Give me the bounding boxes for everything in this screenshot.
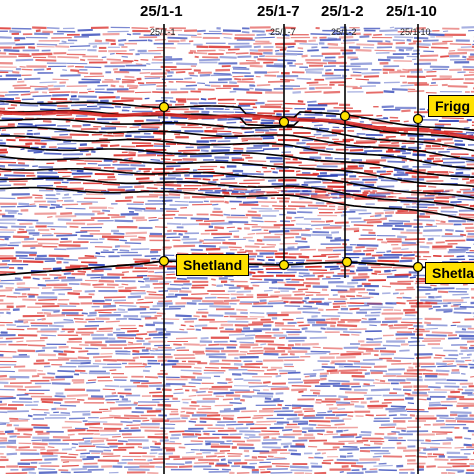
well-sublabel-25-1-7: 25/1-7 — [270, 27, 296, 37]
well-sublabel-25-1-2: 25/1-2 — [331, 27, 357, 37]
well-sublabel-25-1-1: 25/1-1 — [150, 27, 176, 37]
frigg-pick-25-1-2 — [339, 110, 351, 122]
shetland-pick-25-1-10 — [412, 261, 424, 273]
horizon-line — [0, 177, 474, 210]
frigg-reflector — [0, 110, 474, 140]
well-sublabel-25-1-10: 25/1-10 — [400, 27, 431, 37]
shetland-label: Shetland — [176, 254, 250, 276]
well-title-25-1-2: 25/1-2 — [321, 3, 364, 20]
well-title-25-1-7: 25/1-7 — [257, 3, 300, 20]
frigg-label: Frigg — [428, 95, 474, 117]
horizon-line — [0, 144, 474, 178]
shetland-pick-25-1-2 — [341, 256, 353, 268]
horizon-line — [0, 100, 474, 132]
horizon-lines — [0, 100, 474, 276]
horizon-line — [0, 118, 474, 152]
shetland-label-right: Shetla — [425, 262, 474, 284]
well-picks — [158, 101, 424, 273]
seismic-reflections — [0, 26, 474, 474]
well-title-25-1-10: 25/1-10 — [386, 3, 437, 20]
shetland-pick-25-1-1 — [158, 255, 170, 267]
well-lines — [163, 24, 419, 474]
frigg-pick-25-1-7 — [278, 116, 290, 128]
well-title-25-1-1: 25/1-1 — [140, 3, 183, 20]
horizon-line — [0, 186, 474, 221]
frigg-pick-25-1-10 — [412, 113, 424, 125]
horizon-line — [0, 126, 474, 162]
horizon-line — [0, 168, 474, 199]
shetland-pick-25-1-7 — [278, 259, 290, 271]
frigg-pick-25-1-1 — [158, 101, 170, 113]
horizon-line — [0, 155, 474, 188]
horizon-line — [0, 134, 474, 170]
